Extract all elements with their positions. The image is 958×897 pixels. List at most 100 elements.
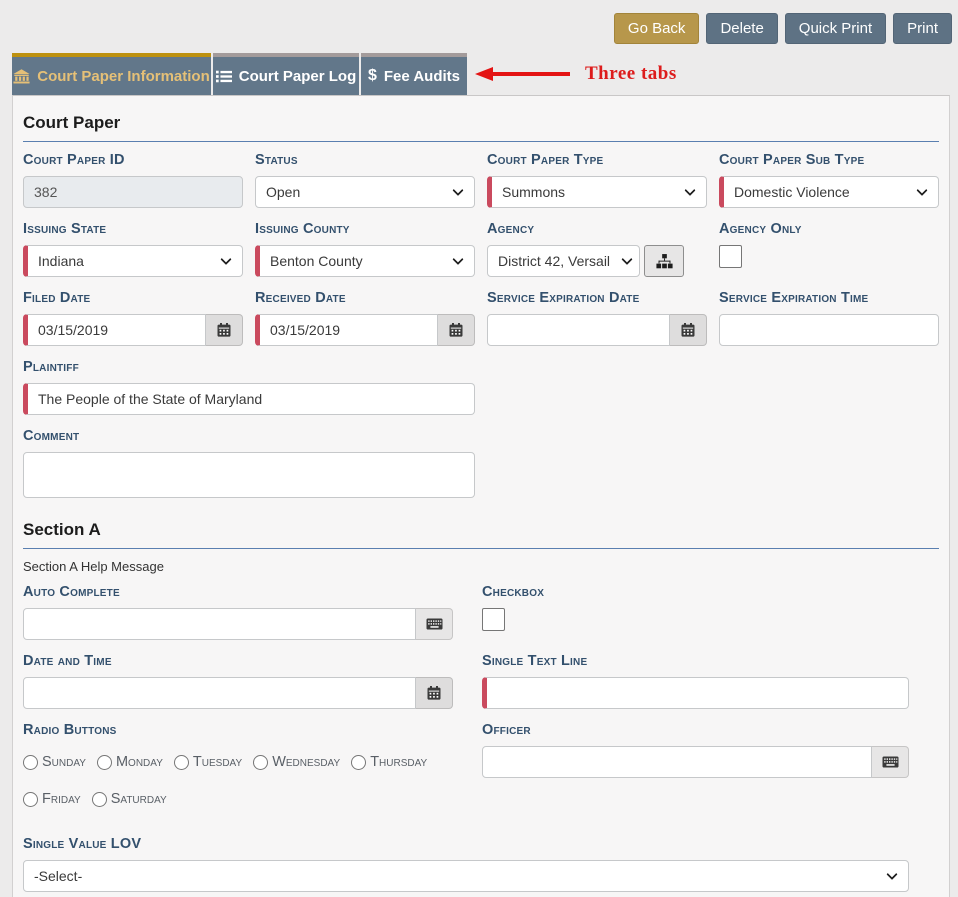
- court-paper-sub-type-select[interactable]: Domestic Violence: [719, 176, 939, 208]
- date-and-time-input[interactable]: [23, 677, 416, 709]
- radio-saturday[interactable]: Saturday: [91, 783, 167, 816]
- plaintiff-label: Plaintiff: [23, 359, 79, 375]
- delete-button[interactable]: Delete: [706, 13, 778, 44]
- service-expiration-time-input[interactable]: [719, 314, 939, 346]
- single-text-line-input[interactable]: [482, 677, 909, 709]
- calendar-icon: [449, 323, 463, 337]
- tab-label: Fee Audits: [383, 67, 461, 85]
- court-paper-type-label: Court Paper Type: [487, 152, 604, 168]
- go-back-button[interactable]: Go Back: [613, 13, 700, 44]
- chevron-down-icon: [684, 184, 696, 197]
- service-expiration-date-calendar-button[interactable]: [670, 314, 707, 346]
- chevron-down-icon: [916, 184, 928, 197]
- auto-complete-label: Auto Complete: [23, 584, 120, 600]
- sitemap-icon: [655, 253, 673, 269]
- auto-complete-keyboard-button[interactable]: [416, 608, 453, 640]
- print-button[interactable]: Print: [893, 13, 952, 44]
- three-tabs-annotation: Three tabs: [475, 53, 677, 95]
- officer-label: Officer: [482, 722, 531, 738]
- comment-label: Comment: [23, 428, 80, 444]
- single-value-lov-label: Single Value LOV: [23, 836, 142, 852]
- radio-wednesday[interactable]: Wednesday: [253, 746, 340, 779]
- status-value: Open: [266, 184, 301, 200]
- radio-input[interactable]: [173, 755, 189, 770]
- issuing-county-select[interactable]: Benton County: [255, 245, 475, 277]
- dollar-icon: $: [367, 67, 377, 84]
- annotation-text: Three tabs: [585, 63, 677, 84]
- comment-input[interactable]: [23, 452, 475, 498]
- radio-input[interactable]: [23, 755, 38, 770]
- keyboard-icon: [426, 618, 443, 630]
- section-divider: [23, 141, 939, 142]
- service-expiration-date-label: Service Expiration Date: [487, 290, 640, 306]
- tab-fee-audits[interactable]: $ Fee Audits: [361, 53, 467, 95]
- filed-date-input[interactable]: [23, 314, 206, 346]
- radio-friday[interactable]: Friday: [23, 783, 81, 816]
- section-a-checkbox[interactable]: [482, 608, 505, 631]
- arrow-left-icon: [475, 66, 571, 82]
- court-paper-type-value: Summons: [502, 184, 566, 200]
- issuing-state-select[interactable]: Indiana: [23, 245, 243, 277]
- calendar-icon: [217, 323, 231, 337]
- radio-thursday[interactable]: Thursday: [351, 746, 427, 779]
- chevron-down-icon: [220, 253, 232, 266]
- courthouse-icon: [13, 68, 30, 84]
- single-value-lov-select[interactable]: -Select-: [23, 860, 909, 892]
- tab-court-paper-information[interactable]: Court Paper Information: [12, 53, 211, 95]
- radio-monday[interactable]: Monday: [96, 746, 163, 779]
- agency-hierarchy-button[interactable]: [644, 245, 684, 277]
- agency-select[interactable]: District 42, Versail: [487, 245, 640, 277]
- section-a-help-message: Section A Help Message: [23, 559, 164, 574]
- court-paper-id-input: [23, 176, 243, 208]
- issuing-county-value: Benton County: [270, 253, 363, 269]
- service-expiration-time-label: Service Expiration Time: [719, 290, 869, 306]
- single-value-lov-value: -Select-: [34, 868, 83, 884]
- tab-label: Court Paper Information: [37, 67, 210, 85]
- radio-input[interactable]: [351, 755, 367, 770]
- court-paper-form-card: Court Paper Court Paper ID Status Open C…: [12, 95, 950, 897]
- court-paper-id-label: Court Paper ID: [23, 152, 125, 168]
- received-date-input[interactable]: [255, 314, 438, 346]
- received-date-calendar-button[interactable]: [438, 314, 475, 346]
- court-paper-sub-type-label: Court Paper Sub Type: [719, 152, 865, 168]
- radio-button-group: Sunday Monday Tuesday Wednesday Thursday…: [23, 746, 463, 820]
- quick-print-button[interactable]: Quick Print: [784, 13, 887, 44]
- chevron-down-icon: [452, 253, 464, 266]
- radio-input[interactable]: [23, 792, 38, 807]
- agency-only-checkbox[interactable]: [719, 245, 742, 268]
- service-expiration-date-input[interactable]: [487, 314, 670, 346]
- tab-court-paper-log[interactable]: Court Paper Log: [213, 53, 359, 95]
- chevron-down-icon: [886, 868, 898, 881]
- keyboard-icon: [882, 756, 899, 768]
- checkbox-label: Checkbox: [482, 584, 545, 600]
- calendar-icon: [681, 323, 695, 337]
- date-and-time-label: Date and Time: [23, 653, 112, 669]
- radio-buttons-label: Radio Buttons: [23, 722, 117, 738]
- section-title-court-paper: Court Paper: [23, 113, 121, 132]
- radio-input[interactable]: [91, 792, 107, 807]
- radio-sunday[interactable]: Sunday: [23, 746, 86, 779]
- agency-value: District 42, Versail: [498, 253, 611, 269]
- status-select[interactable]: Open: [255, 176, 475, 208]
- radio-input[interactable]: [253, 755, 269, 770]
- tab-label: Court Paper Log: [238, 67, 357, 85]
- received-date-label: Received Date: [255, 290, 346, 306]
- officer-input[interactable]: [482, 746, 872, 778]
- filed-date-calendar-button[interactable]: [206, 314, 243, 346]
- date-and-time-calendar-button[interactable]: [416, 677, 453, 709]
- top-bar: Go Back Delete Quick Print Print: [0, 0, 958, 53]
- calendar-icon: [427, 686, 441, 700]
- single-text-line-label: Single Text Line: [482, 653, 588, 669]
- officer-keyboard-button[interactable]: [872, 746, 909, 778]
- plaintiff-input[interactable]: [23, 383, 475, 415]
- radio-input[interactable]: [96, 755, 112, 770]
- agency-label: Agency: [487, 221, 535, 237]
- court-paper-sub-type-value: Domestic Violence: [734, 184, 850, 200]
- radio-tuesday[interactable]: Tuesday: [173, 746, 242, 779]
- issuing-county-label: Issuing County: [255, 221, 350, 237]
- court-paper-type-select[interactable]: Summons: [487, 176, 707, 208]
- section-divider: [23, 548, 939, 549]
- tab-bar: Court Paper Information Court Paper Log …: [12, 53, 958, 95]
- section-title-section-a: Section A: [23, 520, 101, 539]
- auto-complete-input[interactable]: [23, 608, 416, 640]
